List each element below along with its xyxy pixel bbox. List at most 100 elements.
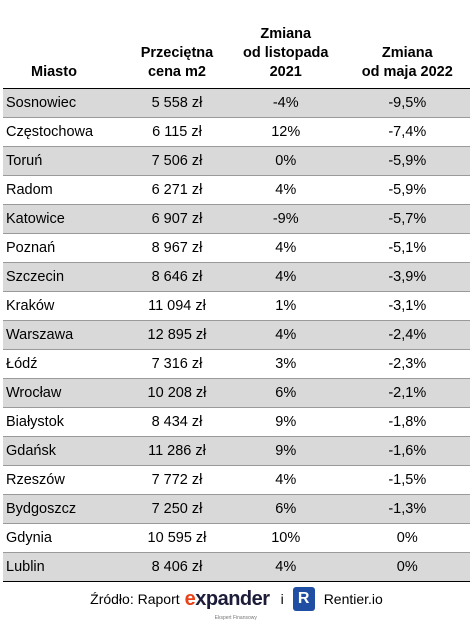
value-cell: 11 094 zł (127, 291, 227, 321)
value-cell: -1,8% (344, 407, 470, 437)
value-cell: -1,6% (344, 436, 470, 466)
city-cell: Gdańsk (3, 436, 128, 466)
value-cell: 8 434 zł (127, 407, 227, 437)
value-cell: 8 646 zł (127, 262, 227, 292)
value-cell: -4% (226, 88, 345, 118)
city-cell: Białystok (3, 407, 128, 437)
rentier-text: Rentier.io (323, 591, 383, 607)
value-cell: 8 967 zł (127, 233, 227, 263)
table-row: Rzeszów 7 772 zł 4% -1,5% (3, 465, 470, 495)
header-line: Zmiana (260, 26, 312, 42)
table-row: Toruń 7 506 zł 0% -5,9% (3, 146, 470, 176)
logo-text: xpander (195, 588, 270, 610)
column-header: Zmiana od listopada 2021 (226, 8, 345, 89)
value-cell: -2,4% (344, 320, 470, 350)
city-cell: Toruń (3, 146, 128, 176)
value-cell: 7 772 zł (127, 465, 227, 495)
city-cell: Katowice (3, 204, 128, 234)
connector: i (280, 591, 284, 607)
logo-mark: e (184, 588, 196, 610)
rentier-icon: R (292, 587, 315, 611)
city-cell: Sosnowiec (3, 88, 128, 118)
column-header: Zmiana od maja 2022 (344, 8, 470, 89)
value-cell: 4% (226, 233, 345, 263)
source-prefix: Źródło: Raport (90, 591, 180, 607)
value-cell: 4% (226, 320, 345, 350)
city-cell: Łódź (3, 349, 128, 379)
value-cell: 12% (226, 117, 345, 147)
value-cell: 3% (226, 349, 345, 379)
table-row: Gdańsk 11 286 zł 9% -1,6% (3, 436, 470, 466)
value-cell: -1,3% (344, 494, 470, 524)
header-line: 2021 (269, 64, 302, 80)
header-line: Przeciętna (140, 45, 214, 61)
table-row: Gdynia 10 595 zł 10% 0% (3, 523, 470, 553)
value-cell: -7,4% (344, 117, 470, 147)
city-cell: Kraków (3, 291, 128, 321)
price-table: Miasto Przeciętna cena m2 Zmiana od listopad… (3, 8, 470, 582)
city-cell: Rzeszów (3, 465, 128, 495)
value-cell: 7 316 zł (127, 349, 227, 379)
value-cell: 11 286 zł (127, 436, 227, 466)
table-row: Wrocław 10 208 zł 6% -2,1% (3, 378, 470, 408)
value-cell: 4% (226, 465, 345, 495)
table-row: Łódź 7 316 zł 3% -2,3% (3, 349, 470, 379)
header-row: Miasto Przeciętna cena m2 Zmiana od listopad… (3, 8, 470, 89)
value-cell: 6% (226, 494, 345, 524)
city-cell: Bydgoszcz (3, 494, 128, 524)
value-cell: 6 271 zł (127, 175, 227, 205)
value-cell: 6 907 zł (127, 204, 227, 234)
value-cell: 4% (226, 175, 345, 205)
value-cell: 10 595 zł (127, 523, 227, 553)
header-line: Miasto (31, 64, 77, 80)
value-cell: 5 558 zł (127, 88, 227, 118)
table-row: Białystok 8 434 zł 9% -1,8% (3, 407, 470, 437)
table-row: Kraków 11 094 zł 1% -3,1% (3, 291, 470, 321)
source-footer: Źródło: Raport expander Ekspert Finansowy… (0, 584, 473, 621)
city-cell: Szczecin (3, 262, 128, 292)
value-cell: -1,5% (344, 465, 470, 495)
value-cell: 0% (344, 552, 470, 582)
value-cell: 7 250 zł (127, 494, 227, 524)
value-cell: 0% (226, 146, 345, 176)
header-line: Zmiana (381, 45, 433, 61)
value-cell: -3,9% (344, 262, 470, 292)
value-cell: -9% (226, 204, 345, 234)
value-cell: 6 115 zł (127, 117, 227, 147)
header-line: cena m2 (147, 64, 206, 80)
value-cell: -5,9% (344, 175, 470, 205)
table-row: Częstochowa 6 115 zł 12% -7,4% (3, 117, 470, 147)
value-cell: 6% (226, 378, 345, 408)
column-header: Miasto (3, 8, 128, 89)
table-row: Poznań 8 967 zł 4% -5,1% (3, 233, 470, 263)
table-row: Szczecin 8 646 zł 4% -3,9% (3, 262, 470, 292)
city-cell: Gdynia (3, 523, 128, 553)
value-cell: 12 895 zł (127, 320, 227, 350)
table-row: Sosnowiec 5 558 zł -4% -9,5% (3, 88, 470, 118)
value-cell: 8 406 zł (127, 552, 227, 582)
value-cell: 9% (226, 436, 345, 466)
value-cell: 9% (226, 407, 345, 437)
value-cell: 7 506 zł (127, 146, 227, 176)
value-cell: -2,1% (344, 378, 470, 408)
value-cell: -5,9% (344, 146, 470, 176)
value-cell: 1% (226, 291, 345, 321)
value-cell: 4% (226, 552, 345, 582)
table-row: Warszawa 12 895 zł 4% -2,4% (3, 320, 470, 350)
table-row: Lublin 8 406 zł 4% 0% (3, 552, 470, 582)
value-cell: 10% (226, 523, 345, 553)
table-body: Sosnowiec 5 558 zł -4% -9,5% Częstochowa 6 11… (3, 88, 470, 582)
city-cell: Częstochowa (3, 117, 128, 147)
column-header: Przeciętna cena m2 (127, 8, 227, 89)
city-cell: Poznań (3, 233, 128, 263)
header-line: od listopada (243, 45, 329, 61)
value-cell: -9,5% (344, 88, 470, 118)
city-cell: Radom (3, 175, 128, 205)
header-line: od maja 2022 (361, 64, 453, 80)
value-cell: -2,3% (344, 349, 470, 379)
value-cell: 10 208 zł (127, 378, 227, 408)
city-cell: Wrocław (3, 378, 128, 408)
value-cell: -5,7% (344, 204, 470, 234)
expander-logo: expander Ekspert Finansowy (184, 588, 270, 621)
